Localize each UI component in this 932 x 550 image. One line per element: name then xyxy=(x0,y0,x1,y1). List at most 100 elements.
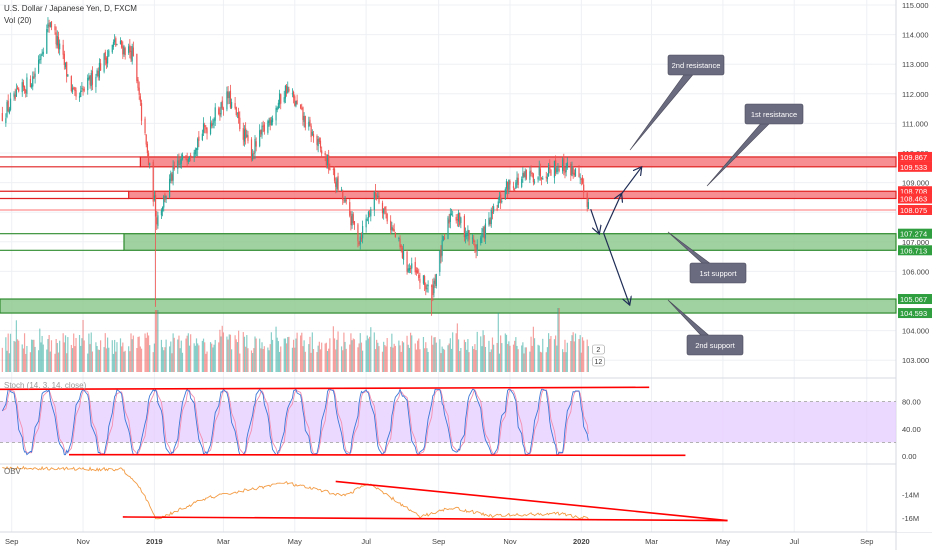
price-label-text: 108.463 xyxy=(900,194,927,203)
candle-body xyxy=(365,218,367,228)
volume-bar xyxy=(345,348,347,372)
candle-body xyxy=(394,233,396,238)
time-tick-label: Nov xyxy=(76,537,90,546)
volume-bar xyxy=(493,344,495,372)
volume-bar xyxy=(124,350,126,372)
volume-bar xyxy=(303,340,305,372)
volume-bar xyxy=(571,335,573,372)
volume-bar xyxy=(467,339,469,372)
candle-body xyxy=(201,133,203,140)
candle-body xyxy=(433,280,435,294)
volume-bar xyxy=(32,339,34,372)
volume-bar xyxy=(254,336,256,372)
volume-bar xyxy=(416,340,419,372)
volume-bar xyxy=(394,345,396,372)
volume-bar xyxy=(542,338,544,372)
price-label-box xyxy=(898,186,932,197)
volume-bar xyxy=(586,339,588,372)
candle-body xyxy=(75,90,77,97)
candle-body xyxy=(26,77,28,94)
candle-body xyxy=(353,221,356,225)
candle-body xyxy=(96,70,98,76)
obv-pane xyxy=(2,465,728,522)
volume-bar xyxy=(246,335,248,372)
time-tick-label: Sep xyxy=(432,537,445,546)
volume-bar xyxy=(104,333,106,372)
candle-body xyxy=(197,138,199,150)
candle-body xyxy=(459,213,461,225)
candle-body xyxy=(311,131,313,136)
candle-body xyxy=(239,117,241,130)
candle-body xyxy=(442,236,444,241)
volume-bar xyxy=(23,333,26,372)
volume-bar xyxy=(287,337,289,372)
candle-body xyxy=(243,129,246,142)
volume-bar xyxy=(449,338,451,372)
candle-body xyxy=(108,50,110,57)
volume-bar xyxy=(312,349,315,372)
price-label-text: 104.593 xyxy=(900,309,927,318)
candle-body xyxy=(66,62,68,77)
candle-body xyxy=(374,190,377,196)
candle-body xyxy=(391,227,393,231)
candle-body xyxy=(505,181,508,189)
volume-bar xyxy=(16,339,19,372)
candle-body xyxy=(328,155,330,170)
candle-body xyxy=(18,88,20,92)
zone-support xyxy=(123,233,897,251)
volume-bar xyxy=(83,340,85,372)
candle-body xyxy=(221,100,223,109)
candle-body xyxy=(103,53,105,72)
volume-bar xyxy=(269,344,271,372)
volume-bar xyxy=(414,343,416,372)
callout-box xyxy=(686,334,744,356)
volume-bar xyxy=(507,344,509,372)
volume-bar xyxy=(497,312,499,372)
candle-body xyxy=(308,121,310,127)
volume-bar xyxy=(431,335,433,372)
candle-body xyxy=(245,128,247,139)
candle-body xyxy=(181,154,184,160)
volume-bar xyxy=(365,340,367,372)
candle-body xyxy=(474,244,476,248)
volume-bar xyxy=(424,348,426,372)
volume-bar xyxy=(116,342,118,372)
candle-body xyxy=(193,152,195,158)
volume-bar xyxy=(386,338,388,372)
volume-bar xyxy=(427,351,429,372)
volume-bar xyxy=(263,346,265,372)
candle-body xyxy=(540,177,543,179)
candle-body xyxy=(153,195,156,200)
volume-bar xyxy=(452,332,454,372)
volume-bar xyxy=(491,337,494,372)
volume-bar xyxy=(161,347,164,372)
volume-bar xyxy=(558,308,560,372)
projection-arrow xyxy=(590,209,599,233)
volume-bar xyxy=(245,346,247,372)
volume-bar xyxy=(517,349,519,372)
volume-bar xyxy=(111,340,113,372)
candle-body xyxy=(105,57,108,64)
candlesticks xyxy=(1,17,589,316)
candle-body xyxy=(350,216,352,226)
price-tick-label: 107.000 xyxy=(902,238,929,247)
candle-body xyxy=(475,248,477,252)
volume-badge-text: 2 xyxy=(596,347,600,354)
candle-body xyxy=(122,46,124,55)
volume-bar xyxy=(129,351,131,372)
candle-body xyxy=(157,215,159,226)
volume-bar xyxy=(326,350,329,372)
candle-body xyxy=(242,128,244,140)
volume-bar xyxy=(198,345,200,372)
candle-body xyxy=(509,180,511,185)
volume-bar xyxy=(170,341,172,372)
callout-text: 1st resistance xyxy=(751,110,797,119)
volume-badge-text: 12 xyxy=(594,359,602,366)
candle-body xyxy=(301,108,303,110)
volume-bar xyxy=(66,353,68,372)
volume-bar xyxy=(89,344,91,372)
volume-bar xyxy=(353,339,356,372)
candle-body xyxy=(146,143,148,153)
candle-body xyxy=(25,89,27,94)
